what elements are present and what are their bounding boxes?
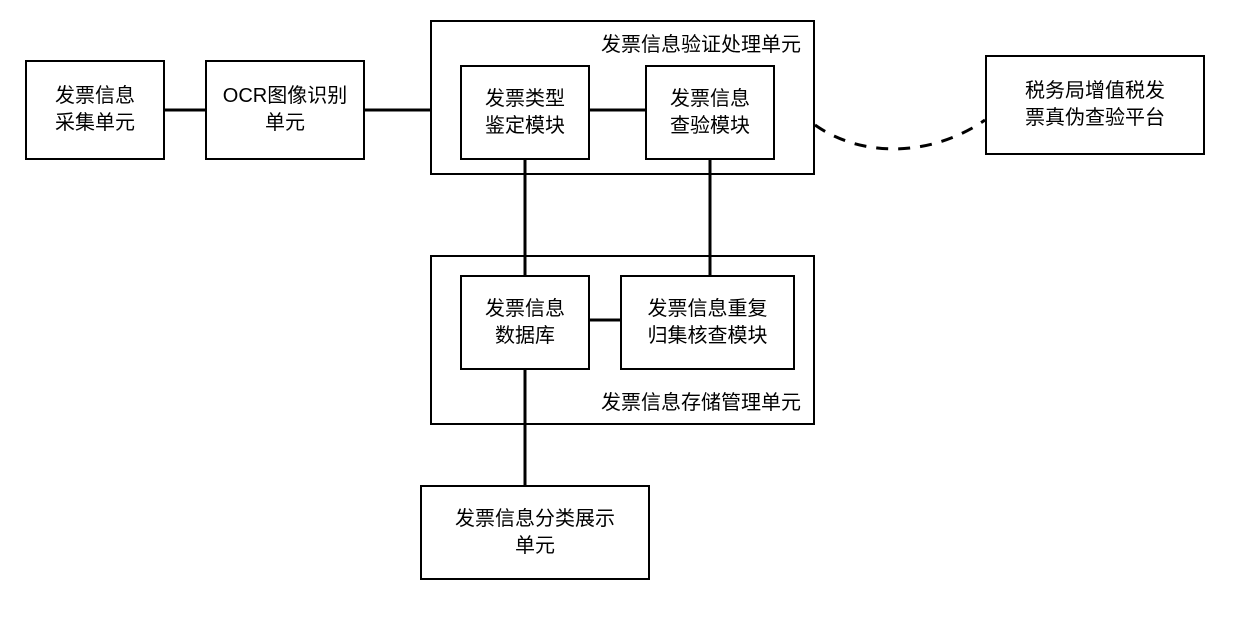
node-collect: 发票信息采集单元 — [25, 60, 165, 160]
node-type-id-label: 发票类型鉴定模块 — [485, 86, 565, 140]
node-dup-check: 发票信息重复归集核查模块 — [620, 275, 795, 370]
edge-info_check-tax_platform — [815, 120, 985, 149]
node-db-label: 发票信息数据库 — [485, 296, 565, 350]
node-display: 发票信息分类展示单元 — [420, 485, 650, 580]
node-tax-platform-label: 税务局增值税发票真伪查验平台 — [1025, 78, 1165, 132]
node-info-check-label: 发票信息查验模块 — [670, 86, 750, 140]
node-collect-label: 发票信息采集单元 — [55, 83, 135, 137]
node-ocr: OCR图像识别单元 — [205, 60, 365, 160]
verify-container-title-text: 发票信息验证处理单元 — [601, 34, 801, 56]
node-tax-platform: 税务局增值税发票真伪查验平台 — [985, 55, 1205, 155]
node-dup-check-label: 发票信息重复归集核查模块 — [648, 296, 768, 350]
node-type-id: 发票类型鉴定模块 — [460, 65, 590, 160]
node-ocr-label: OCR图像识别单元 — [223, 83, 347, 137]
node-storage-container-title: 发票信息存储管理单元 — [432, 386, 813, 415]
node-db: 发票信息数据库 — [460, 275, 590, 370]
node-display-label: 发票信息分类展示单元 — [455, 506, 615, 560]
node-info-check: 发票信息查验模块 — [645, 65, 775, 160]
storage-container-title-text: 发票信息存储管理单元 — [601, 392, 801, 414]
node-verify-container-title: 发票信息验证处理单元 — [432, 28, 813, 57]
